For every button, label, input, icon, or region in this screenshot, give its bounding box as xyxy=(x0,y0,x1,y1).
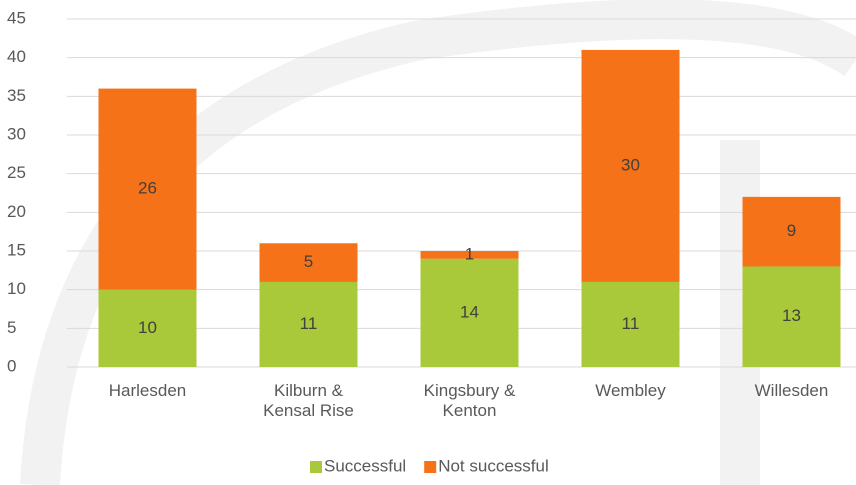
bar-segment xyxy=(742,266,841,367)
y-tick-label: 25 xyxy=(7,163,26,182)
data-label: 13 xyxy=(782,306,801,325)
y-tick-label: 45 xyxy=(7,8,26,27)
background-decoration xyxy=(20,0,856,485)
data-label: 11 xyxy=(622,314,640,333)
legend-label: Successful xyxy=(324,456,406,475)
legend-swatch xyxy=(424,461,437,473)
y-tick-label: 40 xyxy=(7,47,26,66)
data-label: 1 xyxy=(465,244,474,263)
bar-segment xyxy=(259,243,358,282)
y-tick-label: 15 xyxy=(7,240,26,259)
data-label: 30 xyxy=(621,155,640,174)
y-tick-label: 35 xyxy=(7,86,26,105)
bar-segment xyxy=(742,196,841,267)
data-label: 26 xyxy=(138,179,157,198)
bar-segment xyxy=(98,88,197,290)
x-tick-label: Kingsbury & Kenton xyxy=(423,381,516,420)
legend-swatch xyxy=(310,461,322,473)
y-tick-label: 10 xyxy=(7,279,26,298)
bar-segment xyxy=(581,281,680,367)
data-label: 9 xyxy=(787,221,796,240)
x-tick-label: Kilburn & Kensal Rise xyxy=(263,381,354,420)
x-tick-label: Willesden xyxy=(754,381,829,400)
y-tick-label: 0 xyxy=(7,356,16,375)
x-tick-label: Harlesden xyxy=(108,381,187,400)
x-tick-label: Wembley xyxy=(595,381,666,400)
data-label: 14 xyxy=(460,302,479,321)
data-label: 11 xyxy=(300,314,318,333)
y-tick-label: 30 xyxy=(7,124,26,143)
bar-segment xyxy=(259,281,358,367)
bar-segment xyxy=(420,258,519,367)
y-tick-label: 20 xyxy=(7,202,26,221)
bar-segment xyxy=(581,49,680,282)
data-label: 10 xyxy=(138,318,157,337)
bar-segment xyxy=(420,251,519,259)
data-label: 5 xyxy=(304,252,313,271)
bar-segment xyxy=(98,289,197,367)
y-tick-label: 5 xyxy=(7,318,16,337)
legend-label: Not successful xyxy=(438,456,549,475)
